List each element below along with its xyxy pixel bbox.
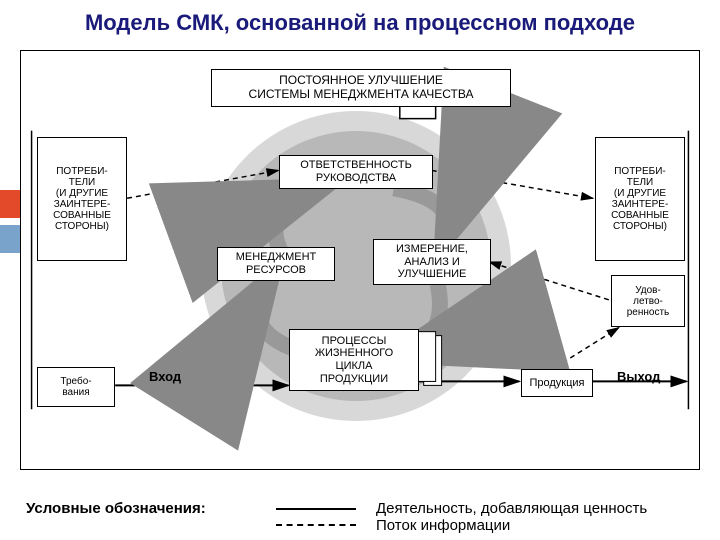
node-resource-mgmt: МЕНЕДЖМЕНТРЕСУРСОВ: [217, 247, 335, 281]
legend: Условные обозначения: Деятельность, доба…: [26, 500, 694, 534]
node-responsibility: ОТВЕТСТВЕННОСТЬРУКОВОДСТВА: [279, 155, 433, 189]
node-satisfaction: Удов-летво-ренность: [611, 275, 685, 327]
legend-dashed-text: Поток информации: [376, 517, 694, 534]
node-product: Продукция: [521, 369, 593, 397]
legend-lines: [276, 500, 376, 526]
node-left-stakeholders: ПОТРЕБИ-ТЕЛИ(И ДРУГИЕЗАИНТЕРЕ-СОВАННЫЕСТ…: [37, 137, 127, 261]
label-input: Вход: [149, 369, 181, 384]
node-measurement: ИЗМЕРЕНИЕ,АНАЛИЗ ИУЛУЧШЕНИЕ: [373, 239, 491, 285]
legend-solid-text: Деятельность, добавляющая ценность: [376, 500, 694, 517]
legend-label: Условные обозначения:: [26, 500, 276, 517]
node-right-stakeholders: ПОТРЕБИ-ТЕЛИ(И ДРУГИЕЗАИНТЕРЕ-СОВАННЫЕСТ…: [595, 137, 685, 261]
accent-bar-red: [0, 190, 20, 218]
legend-text: Деятельность, добавляющая ценность Поток…: [376, 500, 694, 534]
qms-diagram: ПОСТОЯННОЕ УЛУЧШЕНИЕСИСТЕМЫ МЕНЕДЖМЕНТА …: [20, 50, 700, 470]
legend-line-solid: [276, 508, 356, 510]
node-requirements: Требо-вания: [37, 367, 115, 407]
node-top-banner: ПОСТОЯННОЕ УЛУЧШЕНИЕСИСТЕМЫ МЕНЕДЖМЕНТА …: [211, 69, 511, 107]
accent-bar-blue: [0, 225, 20, 253]
label-output: Выход: [617, 369, 660, 384]
node-lifecycle: ПРОЦЕССЫЖИЗНЕННОГОЦИКЛАПРОДУКЦИИ: [289, 329, 419, 391]
page-title: Модель СМК, основанной на процессном под…: [0, 10, 720, 36]
legend-line-dashed: [276, 524, 356, 526]
